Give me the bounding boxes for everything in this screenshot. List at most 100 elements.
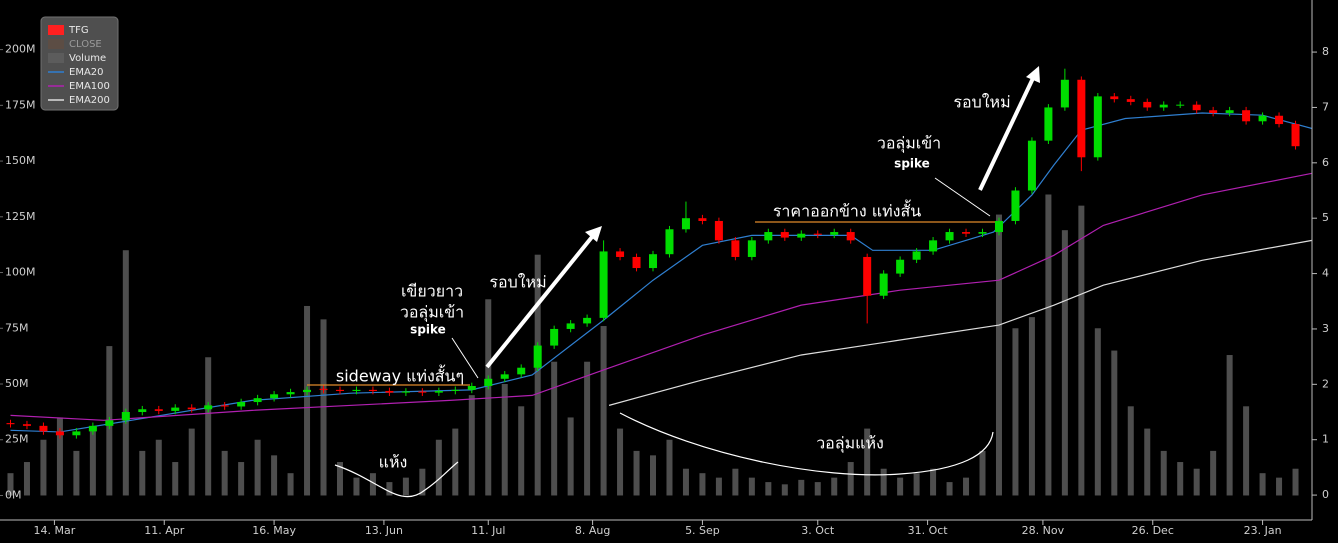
volume-bar xyxy=(386,482,393,496)
annotation: รอบใหม่ xyxy=(953,93,1010,112)
candle-body xyxy=(1143,101,1152,108)
candle-body xyxy=(1275,115,1284,125)
volume-bar xyxy=(1111,350,1118,496)
candle-body xyxy=(138,409,147,413)
ema-line xyxy=(608,239,1313,406)
volume-bar xyxy=(979,450,986,496)
x-tick-label: 11. Apr xyxy=(144,524,184,537)
volume-bar xyxy=(995,214,1002,496)
volume-bar xyxy=(682,468,689,496)
x-tick-label: 11. Jul xyxy=(471,524,505,537)
volume-bar xyxy=(188,428,195,496)
candle-body xyxy=(1209,110,1218,113)
candle-body xyxy=(1242,110,1251,122)
volume-bar xyxy=(930,468,937,496)
y-tick-label: 0M xyxy=(5,488,22,501)
y2-tick-label: 3 xyxy=(1322,322,1329,335)
candle-body xyxy=(1176,104,1185,106)
annotation: วอลุ่มเข้า xyxy=(877,134,941,154)
candle-body xyxy=(533,345,542,368)
volume-bar xyxy=(419,468,426,496)
candle-body xyxy=(912,251,921,260)
x-tick-label: 26. Dec xyxy=(1132,524,1174,537)
volume-bar xyxy=(402,477,409,496)
volume-bar xyxy=(23,462,30,496)
x-tick-label: 8. Aug xyxy=(575,524,610,537)
volume-bar xyxy=(600,326,607,496)
volume-bar xyxy=(913,473,920,496)
candle-body xyxy=(1126,99,1135,102)
y2-tick-label: 1 xyxy=(1322,433,1329,446)
plot-area xyxy=(6,68,1313,496)
candle-body xyxy=(253,398,262,403)
legend-label: Volume xyxy=(69,53,106,64)
volume-bar xyxy=(485,299,492,496)
candle-body xyxy=(1077,79,1086,158)
volume-bar xyxy=(205,357,212,496)
volume-bar xyxy=(584,361,591,496)
x-tick-label: 13. Jun xyxy=(365,524,403,537)
volume-bar xyxy=(880,468,887,496)
y-tick-label: 100M xyxy=(5,266,36,279)
volume-bar xyxy=(897,477,904,496)
candle-body xyxy=(830,232,839,235)
legend-swatch xyxy=(48,39,64,49)
candle-body xyxy=(945,232,954,241)
volume-bar xyxy=(238,462,245,496)
candle-body xyxy=(319,388,328,390)
volume-bar xyxy=(501,384,508,496)
candle-body xyxy=(368,389,377,391)
candle-body xyxy=(797,233,806,238)
candle-body xyxy=(1110,96,1119,100)
candle-body xyxy=(39,425,48,432)
legend-label: EMA200 xyxy=(69,95,110,106)
volume-bar xyxy=(748,477,755,496)
volume-bar xyxy=(1144,428,1151,496)
candle-body xyxy=(88,425,97,432)
candle-body xyxy=(105,420,114,426)
volume-bar xyxy=(1045,194,1052,496)
volume-bar xyxy=(814,482,821,496)
arrow-head xyxy=(585,226,602,242)
candle-body xyxy=(237,402,246,407)
volume-bar xyxy=(271,455,278,496)
volume-bar xyxy=(122,250,129,496)
volume-bar xyxy=(353,477,360,496)
volume-bar xyxy=(1226,355,1233,496)
y2-tick-label: 7 xyxy=(1322,100,1329,113)
volume-bar xyxy=(155,439,162,496)
candle-body xyxy=(994,220,1003,233)
y-tick-label: 150M xyxy=(5,154,36,167)
arrow-head xyxy=(1026,66,1040,83)
pointer-line xyxy=(451,337,479,379)
candle-body xyxy=(335,389,344,391)
x-tick-label: 23. Jan xyxy=(1244,524,1282,537)
candle-body xyxy=(978,232,987,234)
candle-body xyxy=(962,232,971,234)
volume-bar xyxy=(336,462,343,496)
y2-tick-label: 6 xyxy=(1322,156,1329,169)
annotation: วอลุ่มเข้า xyxy=(400,303,464,323)
volume-bar xyxy=(699,473,706,496)
ema-line xyxy=(10,172,1313,421)
y2-tick-label: 8 xyxy=(1322,45,1329,58)
candle-body xyxy=(204,405,213,410)
annotation: sideway แท่งสั้นๆ xyxy=(336,365,464,386)
legend: TFG CLOSE Volume EMA20 EMA100 EMA200 xyxy=(40,16,119,111)
volume-bar xyxy=(468,395,475,496)
candle-body xyxy=(55,431,64,436)
volume-bar xyxy=(435,439,442,496)
volume-bar xyxy=(1193,468,1200,496)
legend-swatch xyxy=(48,25,64,35)
volume-bar xyxy=(650,455,657,496)
candle-body xyxy=(171,407,180,411)
annotation: spike xyxy=(894,157,930,171)
annotation: เขียวยาว xyxy=(401,282,463,301)
candle-body xyxy=(418,391,427,393)
candle-body xyxy=(879,273,888,296)
candle-body xyxy=(72,431,81,436)
candle-body xyxy=(632,256,641,269)
volume-bar xyxy=(963,477,970,496)
annotation: ราคาออกข้าง แท่งสั้น xyxy=(773,200,921,221)
